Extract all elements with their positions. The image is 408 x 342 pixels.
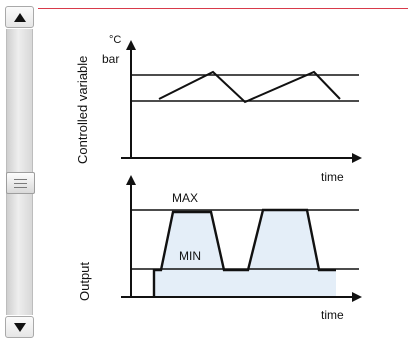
grip-lines-icon [14, 183, 27, 184]
grip-lines-icon [14, 179, 27, 180]
output-fill-area [154, 210, 336, 296]
upper-chart [121, 40, 362, 163]
output-curve [152, 208, 336, 297]
min-label: MIN [179, 249, 201, 263]
upper-x-label: time [321, 170, 344, 184]
controlled-variable-curve [158, 70, 341, 104]
grip-lines-icon [14, 187, 27, 188]
unit-bar-label: bar [102, 52, 120, 66]
scroll-up-button[interactable] [5, 6, 34, 28]
triangle-down-icon [14, 323, 26, 332]
top-divider [38, 8, 408, 9]
lower-y-label: Output [77, 261, 92, 301]
scroll-thumb[interactable] [6, 172, 35, 194]
unit-degree-label: °C [109, 34, 122, 46]
lower-chart [121, 175, 362, 302]
vertical-scrollbar[interactable] [5, 6, 36, 338]
scroll-down-button[interactable] [5, 316, 34, 338]
triangle-up-icon [14, 13, 26, 22]
lower-x-label: time [321, 308, 344, 322]
upper-y-label: Controlled variable [75, 55, 90, 164]
max-label: MAX [172, 191, 199, 205]
